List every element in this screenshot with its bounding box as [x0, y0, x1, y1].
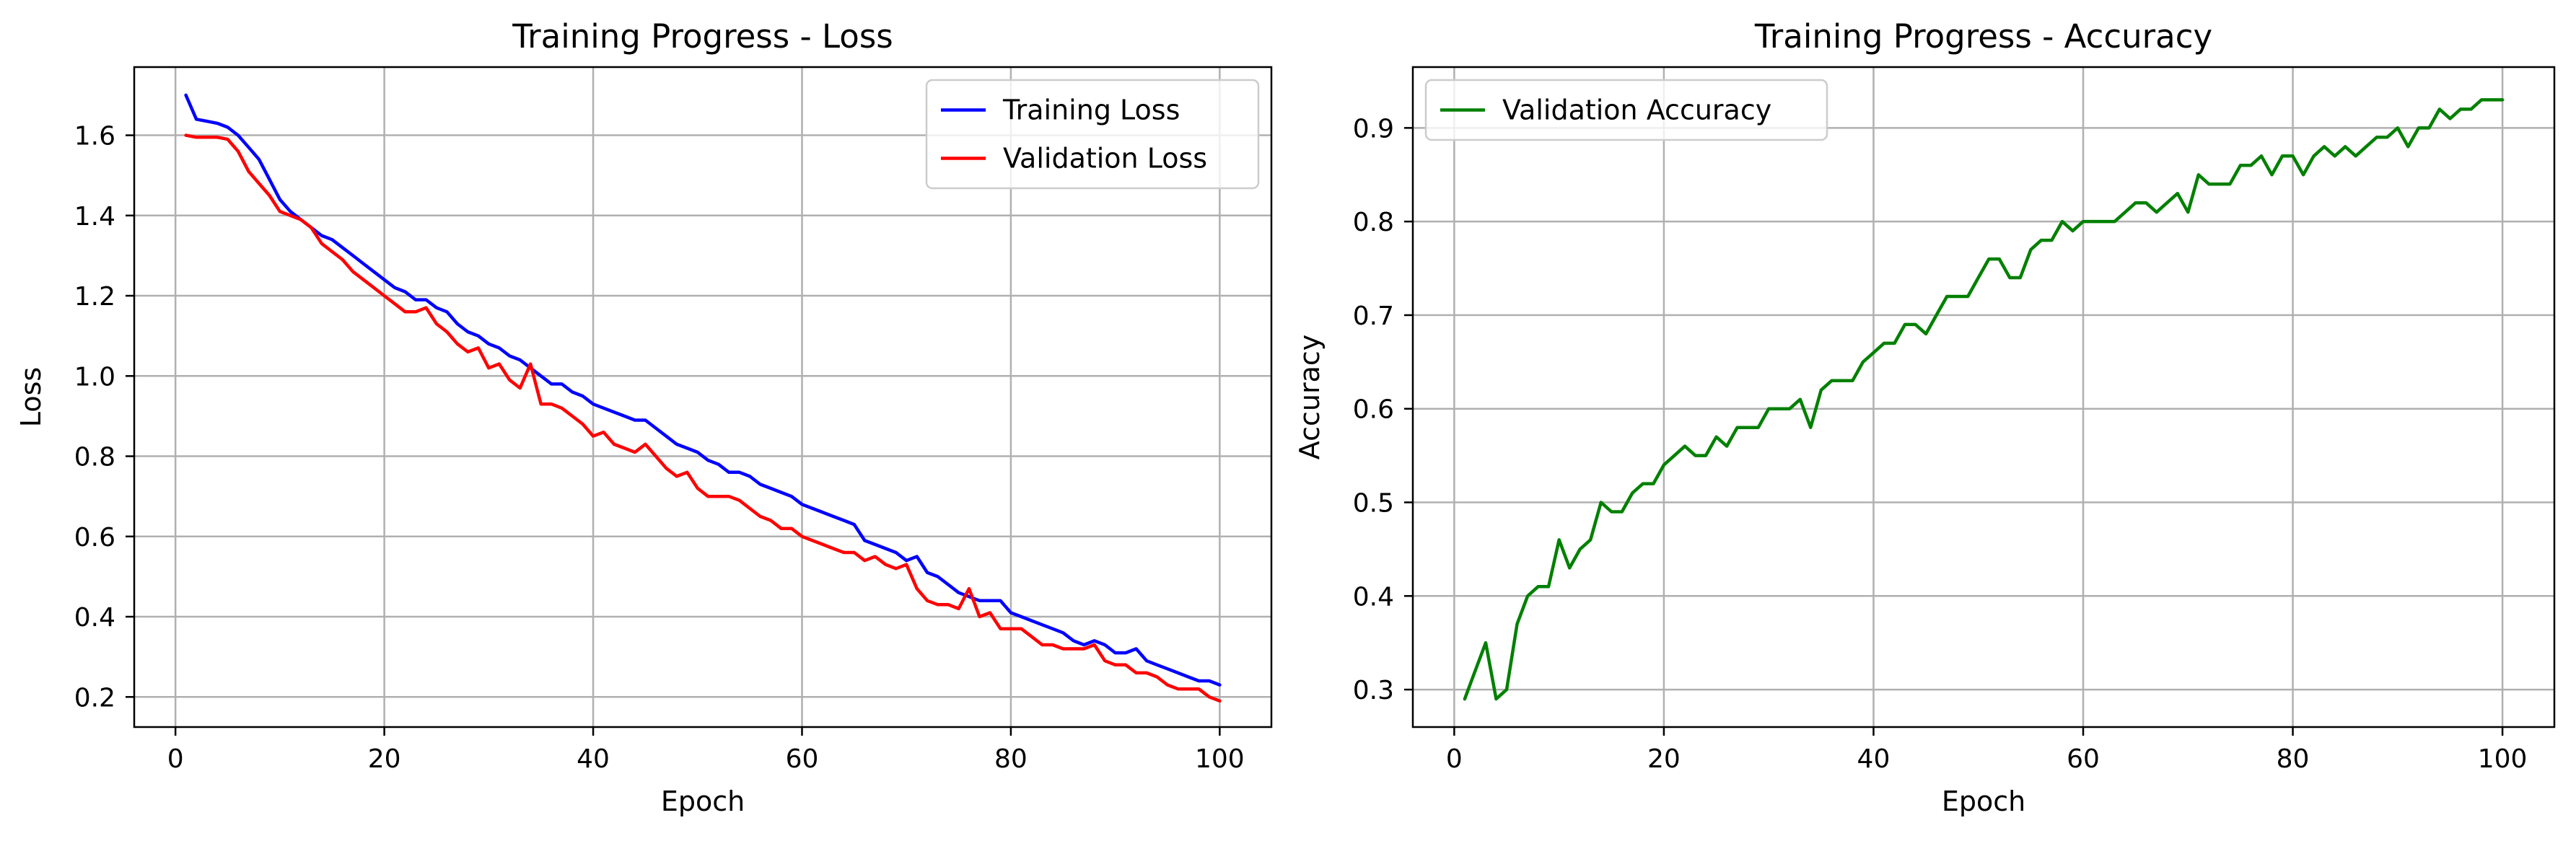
legend-box — [925, 79, 1260, 190]
legend-box — [1424, 79, 1828, 141]
y-tick-label: 0.5 — [1353, 489, 1394, 519]
x-tick-label: 60 — [786, 744, 819, 774]
y-tick-label: 0.3 — [1353, 676, 1394, 705]
y-tick-label: 1.6 — [74, 122, 115, 151]
series-line-validation-accuracy — [1463, 98, 2505, 701]
chart-title: Training Progress - Accuracy — [1754, 17, 2212, 56]
x-axis-label: Epoch — [1942, 785, 2025, 817]
y-axis-label: Accuracy — [1294, 335, 1326, 460]
y-tick-label: 0.9 — [1353, 114, 1394, 144]
series-line-training-loss — [184, 93, 1222, 687]
y-tick-label: 0.4 — [1353, 582, 1394, 612]
x-tick-label: 100 — [2478, 744, 2528, 774]
grid — [1413, 67, 2554, 727]
legend-label: Validation Accuracy — [1502, 94, 1771, 126]
x-tick-label: 20 — [1647, 744, 1681, 774]
y-axis-label: Loss — [15, 367, 47, 427]
y-tick-label: 1.2 — [74, 282, 115, 312]
x-tick-label: 40 — [1857, 744, 1891, 774]
y-tick-label: 0.8 — [1353, 208, 1394, 237]
x-tick-label: 80 — [2277, 744, 2310, 774]
y-tick-label: 1.4 — [74, 202, 115, 232]
y-tick-label: 0.7 — [1353, 301, 1394, 331]
y-tick-label: 0.4 — [74, 603, 115, 633]
y-tick-label: 0.8 — [74, 443, 115, 472]
y-tick-label: 0.6 — [1353, 395, 1394, 425]
series-line-validation-loss — [184, 133, 1222, 703]
x-axis-label: Epoch — [661, 785, 745, 817]
x-tick-label: 0 — [1446, 744, 1463, 774]
y-tick-label: 0.6 — [74, 523, 115, 552]
accuracy-chart: 0 20 40 60 80 100 0.3 0.4 0.5 0.6 0.7 0.8 0.9 Trainin… — [1294, 17, 2556, 817]
y-tick-label: 0.2 — [74, 683, 115, 713]
plot-frame — [1411, 66, 2556, 728]
plot-frame — [133, 66, 1273, 728]
x-tick-label: 40 — [577, 744, 610, 774]
legend: Training Loss Validation Loss — [925, 79, 1260, 190]
legend-label: Validation Loss — [1003, 143, 1207, 175]
x-tick-label: 80 — [994, 744, 1028, 774]
legend: Validation Accuracy — [1424, 79, 1828, 141]
x-tick-label: 100 — [1195, 744, 1245, 774]
loss-chart: 0 20 40 60 80 100 0.2 0.4 0.6 0.8 1.0 1.2 1.4 1.6 Trai… — [15, 17, 1273, 817]
chart-title: Training Progress - Loss — [512, 17, 893, 56]
y-tick-label: 1.0 — [74, 362, 115, 392]
legend-label: Training Loss — [1002, 94, 1180, 126]
x-tick-label: 20 — [368, 744, 401, 774]
x-tick-label: 60 — [2067, 744, 2100, 774]
x-tick-label: 0 — [167, 744, 184, 774]
